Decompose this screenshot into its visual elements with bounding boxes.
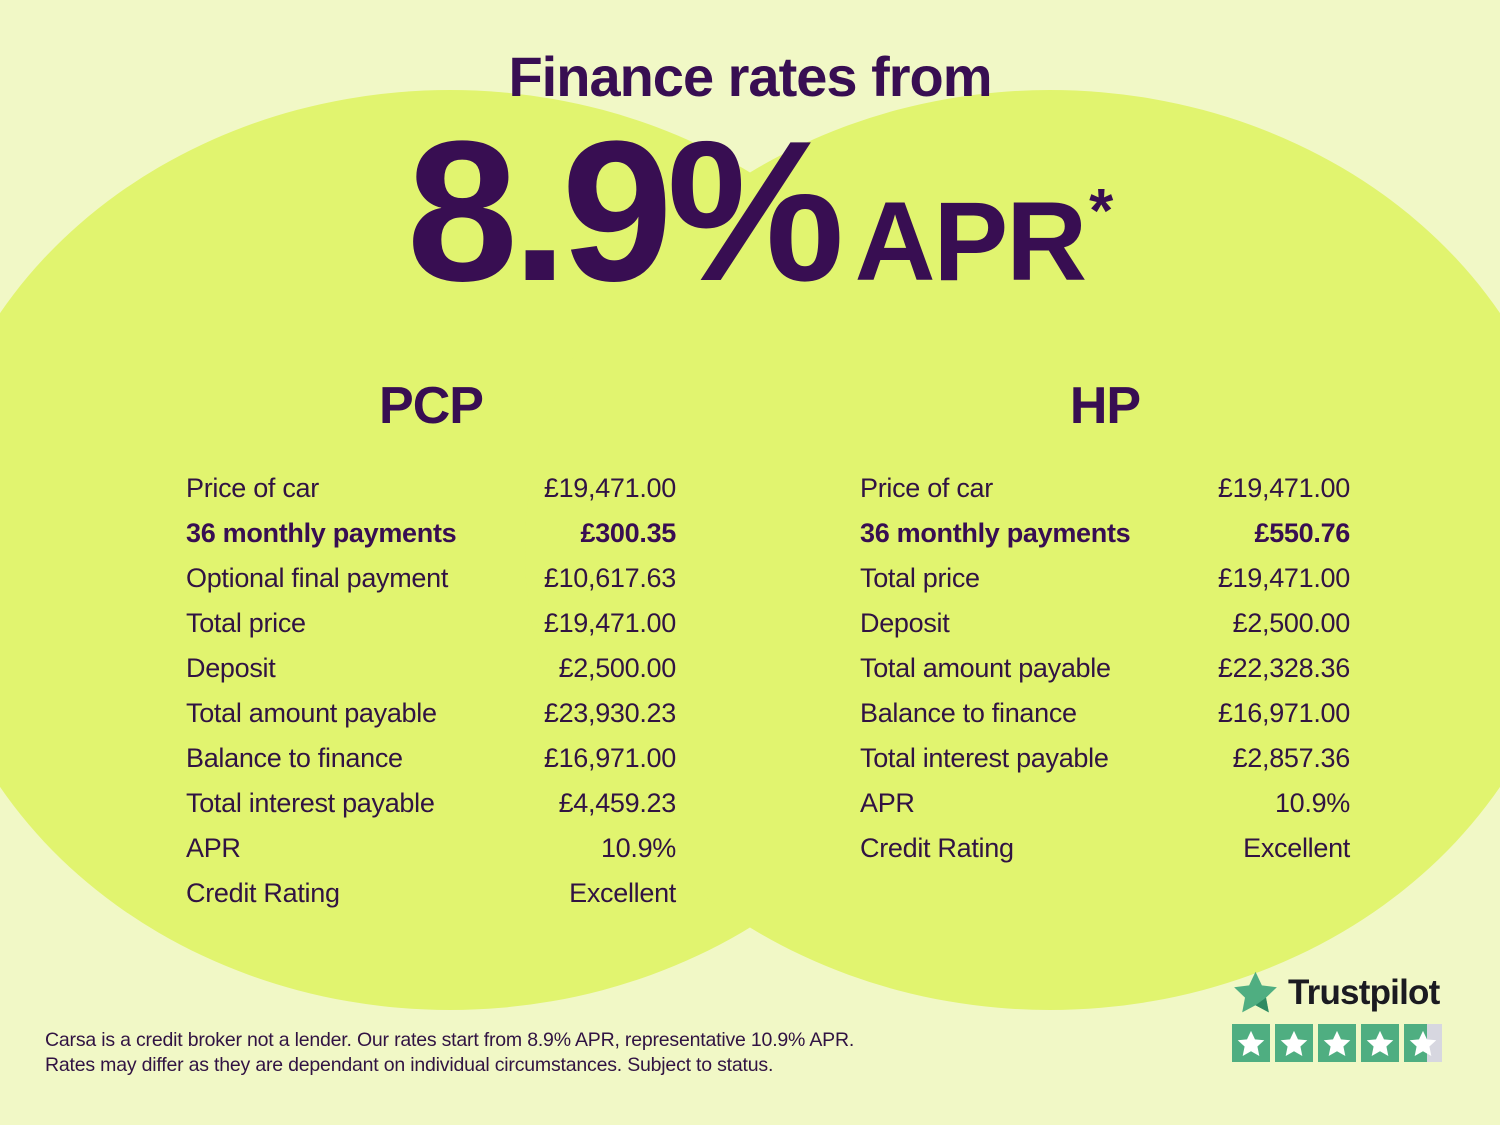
- row-label: Credit Rating: [186, 878, 340, 908]
- star-icon: [1237, 1030, 1265, 1056]
- table-row: 36 monthly payments £550.76: [860, 511, 1350, 556]
- row-label: Price of car: [860, 473, 993, 503]
- row-value: £19,471.00: [1217, 473, 1350, 503]
- page-title: Finance rates from: [508, 45, 992, 108]
- star-icon: [1280, 1030, 1308, 1056]
- row-label: Price of car: [186, 473, 319, 503]
- row-label: Deposit: [186, 653, 276, 683]
- rating-star-box: [1275, 1024, 1313, 1062]
- table-row: Price of car £19,471.00: [860, 466, 1350, 511]
- row-value: £19,471.00: [543, 473, 676, 503]
- row-value: £10,617.63: [543, 563, 676, 593]
- rating-star-box: [1404, 1024, 1442, 1062]
- table-row: Balance to finance £16,971.00: [186, 736, 676, 781]
- table-row: Total amount payable £23,930.23: [186, 691, 676, 736]
- star-icon: [1366, 1030, 1394, 1056]
- row-value: £22,328.36: [1217, 653, 1350, 683]
- row-label: 36 monthly payments: [186, 518, 457, 548]
- table-row: Deposit £2,500.00: [860, 601, 1350, 646]
- table-row: Total price £19,471.00: [186, 601, 676, 646]
- row-value: £19,471.00: [1217, 563, 1350, 593]
- disclaimer-line-2: Rates may differ as they are dependant o…: [45, 1054, 774, 1076]
- table-row: Price of car £19,471.00: [186, 466, 676, 511]
- trustpilot-rating: [1232, 1024, 1442, 1062]
- trustpilot-wordmark: Trustpilot: [1288, 972, 1440, 1012]
- rating-star-box: [1318, 1024, 1356, 1062]
- row-value: £4,459.23: [558, 788, 677, 818]
- trustpilot-badge[interactable]: Trustpilot: [1232, 970, 1442, 1062]
- table-row: Balance to finance £16,971.00: [860, 691, 1350, 736]
- trustpilot-star-icon: [1234, 971, 1277, 1013]
- row-label: Total interest payable: [186, 788, 435, 818]
- row-label: Deposit: [860, 608, 950, 638]
- row-value: £16,971.00: [543, 743, 676, 773]
- table-row: Total price £19,471.00: [860, 556, 1350, 601]
- rating-star-box: [1361, 1024, 1399, 1062]
- rate-asterisk: *: [1089, 177, 1114, 246]
- row-label: Total price: [860, 563, 980, 593]
- row-label: Total interest payable: [860, 743, 1109, 773]
- table-row: APR 10.9%: [860, 781, 1350, 826]
- table-row: APR 10.9%: [186, 826, 676, 871]
- row-value: Excellent: [569, 878, 676, 908]
- table-row: Optional final payment £10,617.63: [186, 556, 676, 601]
- row-value: £2,857.36: [1232, 743, 1351, 773]
- row-value: 10.9%: [1274, 788, 1350, 818]
- row-value: Excellent: [1243, 833, 1350, 863]
- row-label: Credit Rating: [860, 833, 1014, 863]
- rate-value: 8.9%: [406, 100, 845, 323]
- row-value: £2,500.00: [558, 653, 677, 683]
- disclaimer-line-1: Carsa is a credit broker not a lender. O…: [45, 1029, 855, 1051]
- row-label: Total price: [186, 608, 306, 638]
- star-icon: [1409, 1030, 1437, 1056]
- row-label: Balance to finance: [860, 698, 1077, 728]
- row-label: Balance to finance: [186, 743, 403, 773]
- row-value: £2,500.00: [1232, 608, 1351, 638]
- table-row: 36 monthly payments £300.35: [186, 511, 676, 556]
- trustpilot-logo: Trustpilot: [1232, 970, 1442, 1015]
- lime-circle-right: [525, 90, 1500, 1010]
- hp-table: HP Price of car £19,471.00 36 monthly pa…: [860, 376, 1350, 871]
- table-row: Deposit £2,500.00: [186, 646, 676, 691]
- row-label: Total amount payable: [186, 698, 437, 728]
- rating-star-box: [1232, 1024, 1270, 1062]
- row-label: 36 monthly payments: [860, 518, 1131, 548]
- table-row: Total interest payable £2,857.36: [860, 736, 1350, 781]
- row-value: £300.35: [580, 518, 677, 548]
- pcp-table: PCP Price of car £19,471.00 36 monthly p…: [186, 376, 676, 916]
- hp-title: HP: [1069, 377, 1141, 435]
- row-label: Total amount payable: [860, 653, 1111, 683]
- pcp-rows: Price of car £19,471.00 36 monthly payme…: [186, 466, 676, 916]
- pcp-title: PCP: [379, 377, 484, 435]
- rate-unit: APR: [854, 179, 1087, 304]
- star-icon: [1323, 1030, 1351, 1056]
- row-value: £16,971.00: [1217, 698, 1350, 728]
- row-label: Optional final payment: [186, 563, 449, 593]
- table-row: Total interest payable £4,459.23: [186, 781, 676, 826]
- table-row: Credit Rating Excellent: [860, 826, 1350, 871]
- row-value: £19,471.00: [543, 608, 676, 638]
- row-value: 10.9%: [600, 833, 676, 863]
- row-label: APR: [860, 788, 915, 818]
- row-value: £23,930.23: [543, 698, 676, 728]
- headline-rate: 8.9% APR *: [10, 112, 1500, 312]
- hp-rows: Price of car £19,471.00 36 monthly payme…: [860, 466, 1350, 871]
- table-row: Credit Rating Excellent: [186, 871, 676, 916]
- disclaimer: Carsa is a credit broker not a lender. O…: [45, 1028, 854, 1078]
- row-label: APR: [186, 833, 241, 863]
- row-value: £550.76: [1254, 518, 1351, 548]
- table-row: Total amount payable £22,328.36: [860, 646, 1350, 691]
